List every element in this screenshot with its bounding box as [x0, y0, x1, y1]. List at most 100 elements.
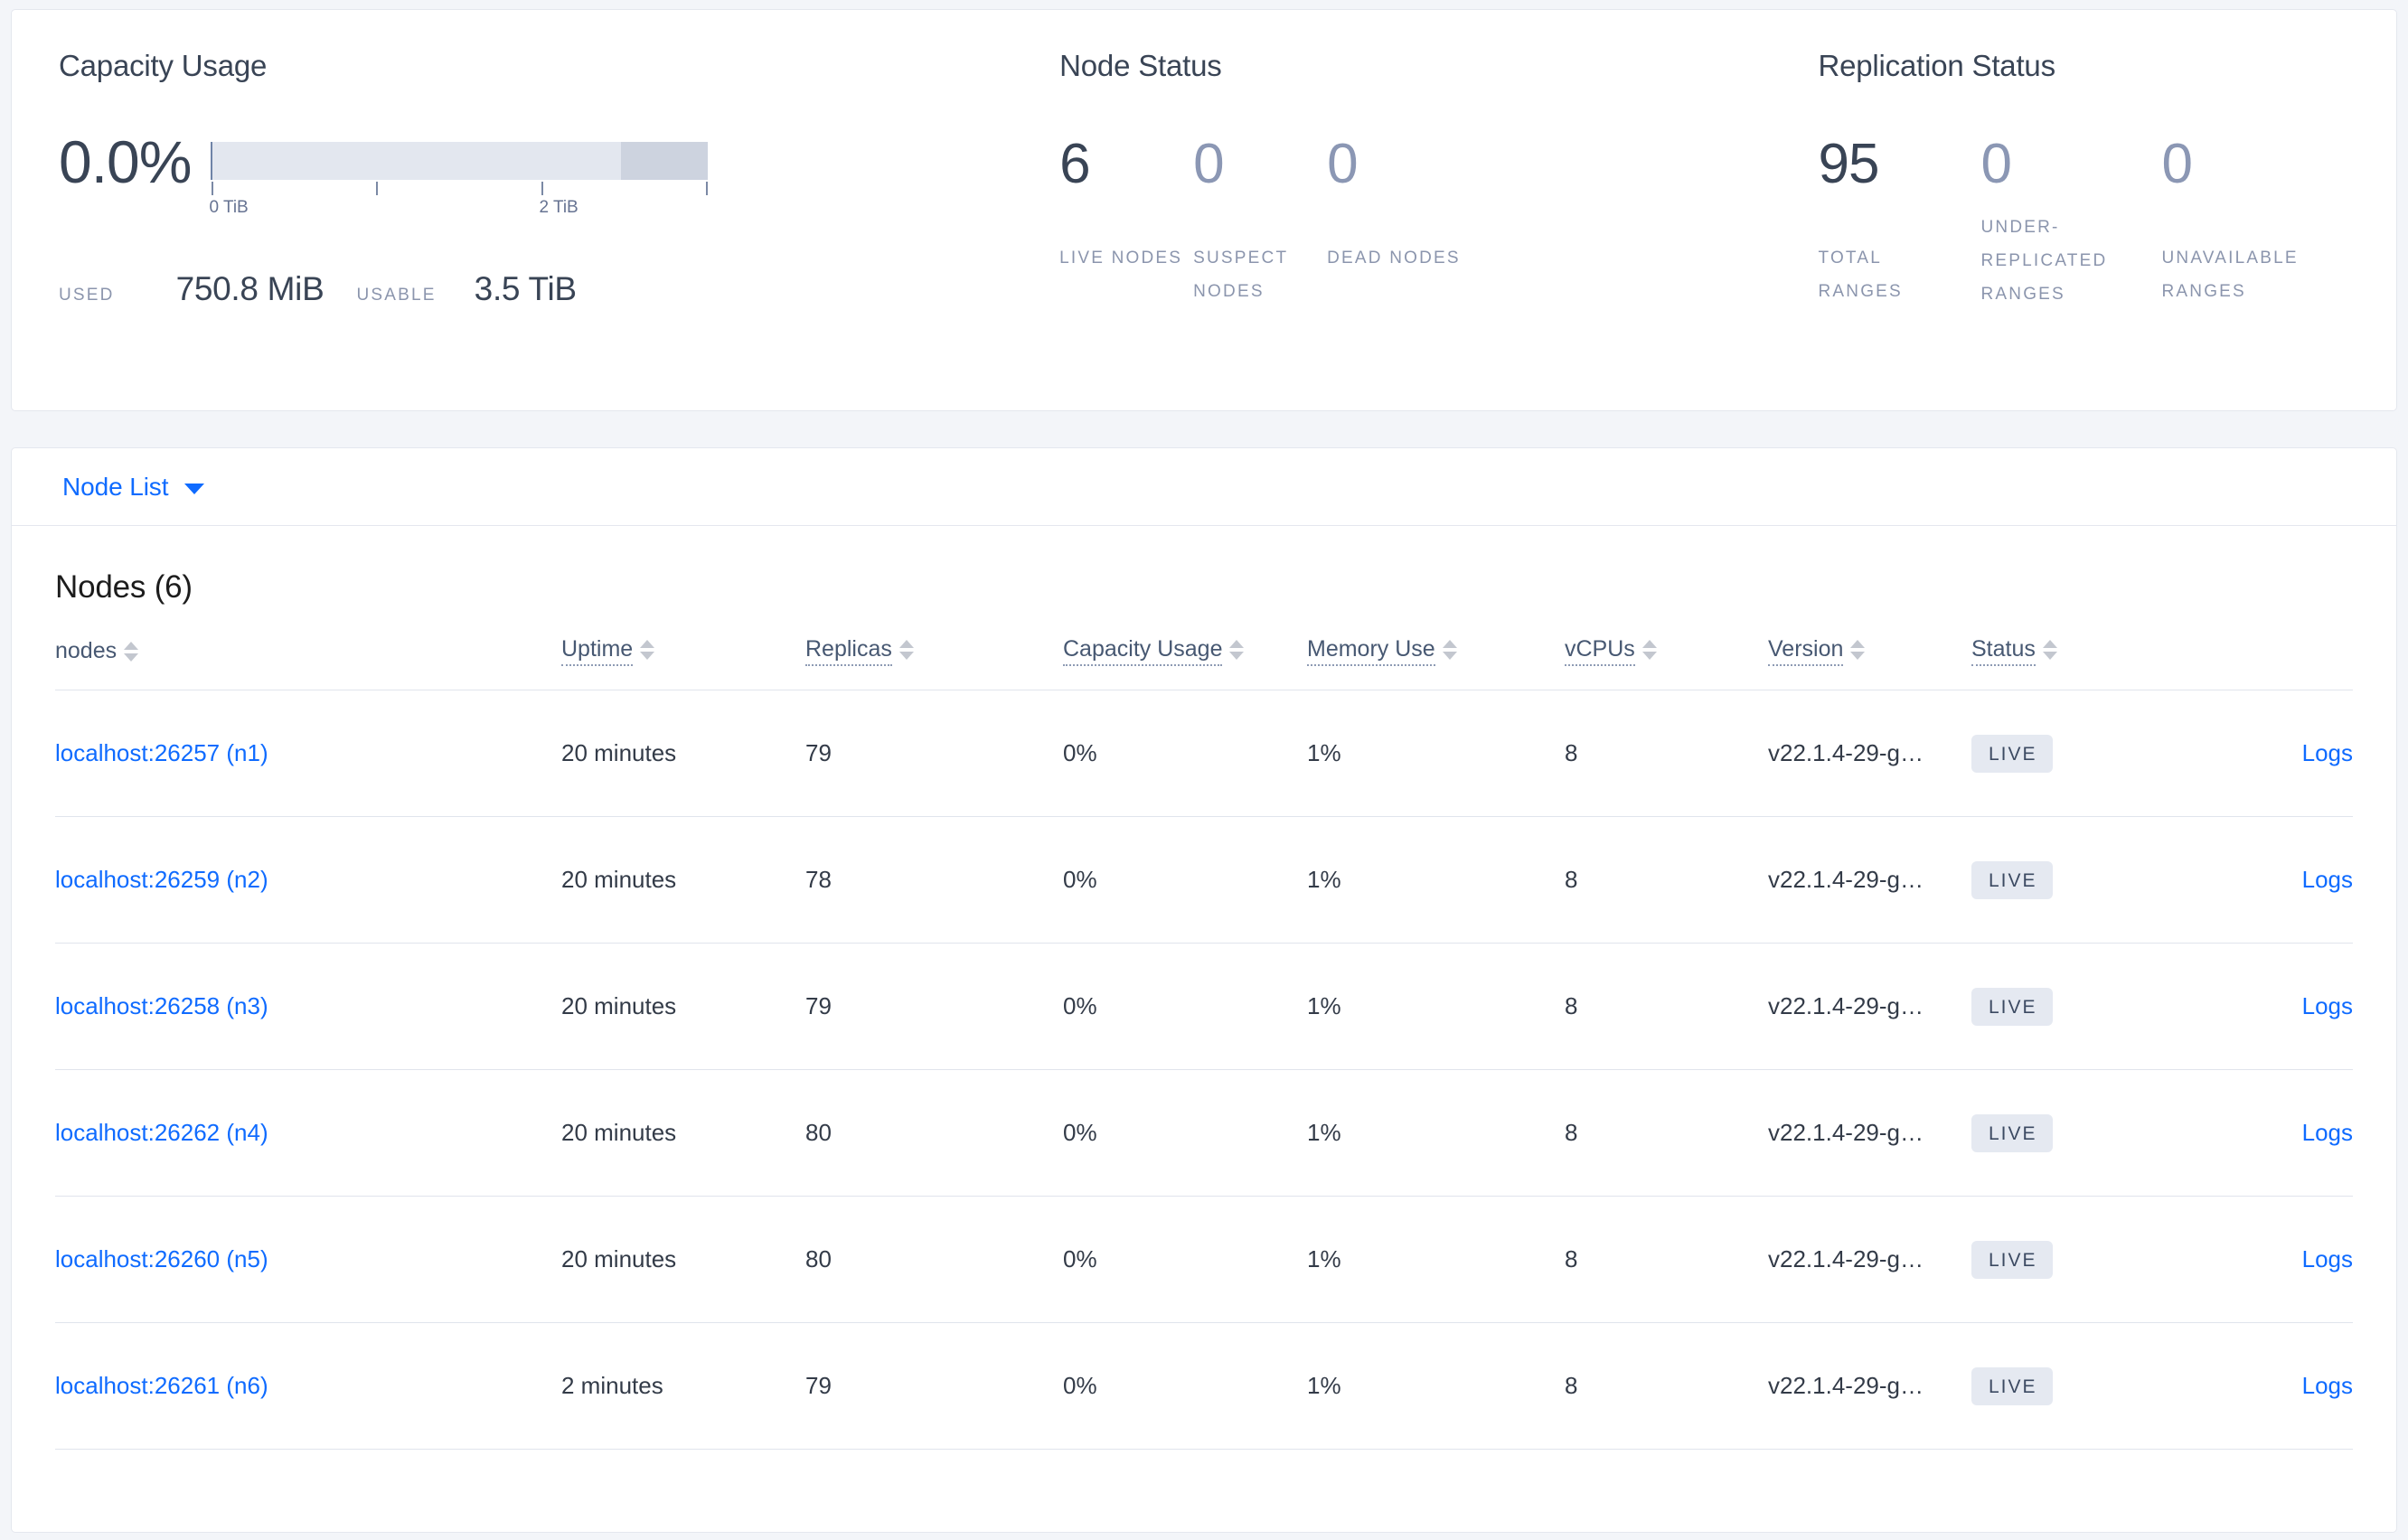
node-link[interactable]: localhost:26261 (n6): [55, 1372, 268, 1399]
logs-link[interactable]: Logs: [2301, 992, 2353, 1019]
node-link[interactable]: localhost:26259 (n2): [55, 866, 268, 893]
table-row: localhost:26262 (n4) 20 minutes 80 0% 1%…: [55, 1069, 2353, 1197]
cell-vcpus: 8: [1565, 1322, 1768, 1450]
logs-link[interactable]: Logs: [2301, 1119, 2353, 1146]
nodes-count-heading: Nodes (6): [55, 569, 193, 605]
node-link[interactable]: localhost:26258 (n3): [55, 992, 268, 1019]
sort-icon-uptime[interactable]: [640, 640, 655, 660]
unavailable-ranges-metric: 0 UNAVAILABLE RANGES: [2161, 136, 2378, 301]
sort-icon-capacity-usage[interactable]: [1229, 640, 1245, 660]
usable-label: USABLE: [356, 285, 437, 305]
under-replicated-ranges-metric: 0 UNDER- REPLICATED RANGES: [1980, 136, 2161, 304]
cell-replicas: 80: [805, 1069, 1063, 1197]
total-ranges-metric: 95 TOTAL RANGES: [1818, 136, 1980, 301]
cell-capacity: 0%: [1063, 1196, 1307, 1323]
node-list-card: Node List Nodes (6) nodes: [11, 447, 2397, 1533]
cell-memory: 1%: [1307, 816, 1565, 944]
replication-status-metrics: 95 TOTAL RANGES 0 UNDER- REPLICATED RANG…: [1818, 136, 2396, 304]
cluster-summary-card: Capacity Usage 0.0% 0 TiB 2 TiB: [11, 9, 2397, 411]
column-header-replicas[interactable]: Replicas: [805, 636, 1063, 690]
column-header-nodes[interactable]: nodes: [55, 636, 561, 690]
cell-capacity: 0%: [1063, 943, 1307, 1070]
cell-replicas: 79: [805, 690, 1063, 817]
cell-capacity: 0%: [1063, 1069, 1307, 1197]
cell-version: v22.1.4-29-g…: [1768, 943, 1971, 1070]
dead-nodes-value: 0: [1327, 132, 1358, 195]
capacity-bar-reserved-segment: [621, 141, 709, 180]
cell-memory: 1%: [1307, 1069, 1565, 1197]
cell-capacity: 0%: [1063, 816, 1307, 944]
sort-icon-nodes[interactable]: [124, 642, 139, 662]
cell-replicas: 80: [805, 1196, 1063, 1323]
status-badge: LIVE: [1971, 1240, 2053, 1279]
capacity-usage-chart: 0 TiB 2 TiB: [209, 141, 709, 223]
column-header-replicas-label: Replicas: [805, 636, 892, 666]
live-nodes-metric: 6 LIVE NODES: [1059, 132, 1193, 268]
axis-label-2-tib: 2 TiB: [539, 197, 578, 217]
nodes-table-header-row: nodes Uptime: [55, 636, 2353, 690]
cell-uptime: 20 minutes: [561, 816, 805, 944]
cell-version: v22.1.4-29-g…: [1768, 816, 1971, 944]
column-header-capacity-usage-label: Capacity Usage: [1063, 636, 1223, 666]
dead-nodes-metric: 0 DEAD NODES: [1327, 132, 1508, 268]
cell-vcpus: 8: [1565, 1196, 1768, 1323]
column-header-status-label: Status: [1971, 636, 2036, 666]
status-badge: LIVE: [1971, 1366, 2053, 1405]
under-replicated-ranges-label: UNDER- REPLICATED RANGES: [1980, 217, 2108, 304]
capacity-usage-stats: USED 750.8 MiB USABLE 3.5 TiB: [59, 270, 1059, 308]
live-nodes-value: 6: [1059, 132, 1090, 195]
node-link[interactable]: localhost:26257 (n1): [55, 739, 268, 766]
sort-icon-status[interactable]: [2042, 640, 2057, 660]
axis-tick-3: [706, 181, 709, 195]
usable-value: 3.5 TiB: [474, 269, 577, 307]
node-status-panel: Node Status 6 LIVE NODES 0 SUSPECT NODES…: [1059, 10, 1818, 410]
axis-tick-0: [212, 181, 214, 195]
node-list-dropdown[interactable]: Node List: [62, 473, 205, 502]
node-link[interactable]: localhost:26260 (n5): [55, 1245, 268, 1272]
column-header-uptime-label: Uptime: [561, 636, 634, 666]
logs-link[interactable]: Logs: [2301, 866, 2353, 893]
table-row: localhost:26258 (n3) 20 minutes 79 0% 1%…: [55, 943, 2353, 1070]
cell-uptime: 2 minutes: [561, 1322, 805, 1450]
column-header-uptime[interactable]: Uptime: [561, 636, 805, 690]
suspect-nodes-metric: 0 SUSPECT NODES: [1193, 136, 1327, 301]
sort-icon-version[interactable]: [1850, 640, 1866, 660]
cell-uptime: 20 minutes: [561, 1069, 805, 1197]
cell-version: v22.1.4-29-g…: [1768, 1196, 1971, 1323]
cell-memory: 1%: [1307, 690, 1565, 817]
cell-version: v22.1.4-29-g…: [1768, 690, 1971, 817]
cell-replicas: 78: [805, 816, 1063, 944]
live-nodes-label: LIVE NODES: [1059, 248, 1183, 268]
column-header-version[interactable]: Version: [1768, 636, 1971, 690]
capacity-usage-bar: [211, 141, 709, 180]
logs-link[interactable]: Logs: [2301, 739, 2353, 766]
replication-status-title: Replication Status: [1818, 49, 2055, 82]
column-header-memory-use-label: Memory Use: [1307, 636, 1435, 666]
column-header-vcpus[interactable]: vCPUs: [1565, 636, 1768, 690]
table-row: localhost:26260 (n5) 20 minutes 80 0% 1%…: [55, 1196, 2353, 1323]
column-header-vcpus-label: vCPUs: [1565, 636, 1635, 666]
logs-link[interactable]: Logs: [2301, 1245, 2353, 1272]
total-ranges-label: TOTAL RANGES: [1818, 248, 1903, 301]
cell-replicas: 79: [805, 1322, 1063, 1450]
sort-icon-vcpus[interactable]: [1641, 640, 1657, 660]
column-header-status[interactable]: Status: [1971, 636, 2197, 690]
sort-icon-replicas[interactable]: [898, 640, 914, 660]
suspect-nodes-label: SUSPECT NODES: [1193, 248, 1288, 301]
capacity-usage-panel: Capacity Usage 0.0% 0 TiB 2 TiB: [12, 10, 1059, 410]
column-header-capacity-usage[interactable]: Capacity Usage: [1063, 636, 1307, 690]
cell-vcpus: 8: [1565, 943, 1768, 1070]
column-header-nodes-label: nodes: [55, 638, 118, 663]
node-link[interactable]: localhost:26262 (n4): [55, 1119, 268, 1146]
logs-link[interactable]: Logs: [2301, 1372, 2353, 1399]
table-row: localhost:26257 (n1) 20 minutes 79 0% 1%…: [55, 690, 2353, 817]
cell-uptime: 20 minutes: [561, 690, 805, 817]
node-list-tabs-bar: Node List: [12, 448, 2396, 526]
column-header-memory-use[interactable]: Memory Use: [1307, 636, 1565, 690]
axis-label-0-tib: 0 TiB: [209, 197, 249, 217]
axis-tick-2: [541, 181, 544, 195]
cell-memory: 1%: [1307, 1322, 1565, 1450]
sort-icon-memory-use[interactable]: [1442, 640, 1457, 660]
column-header-version-label: Version: [1768, 636, 1844, 666]
